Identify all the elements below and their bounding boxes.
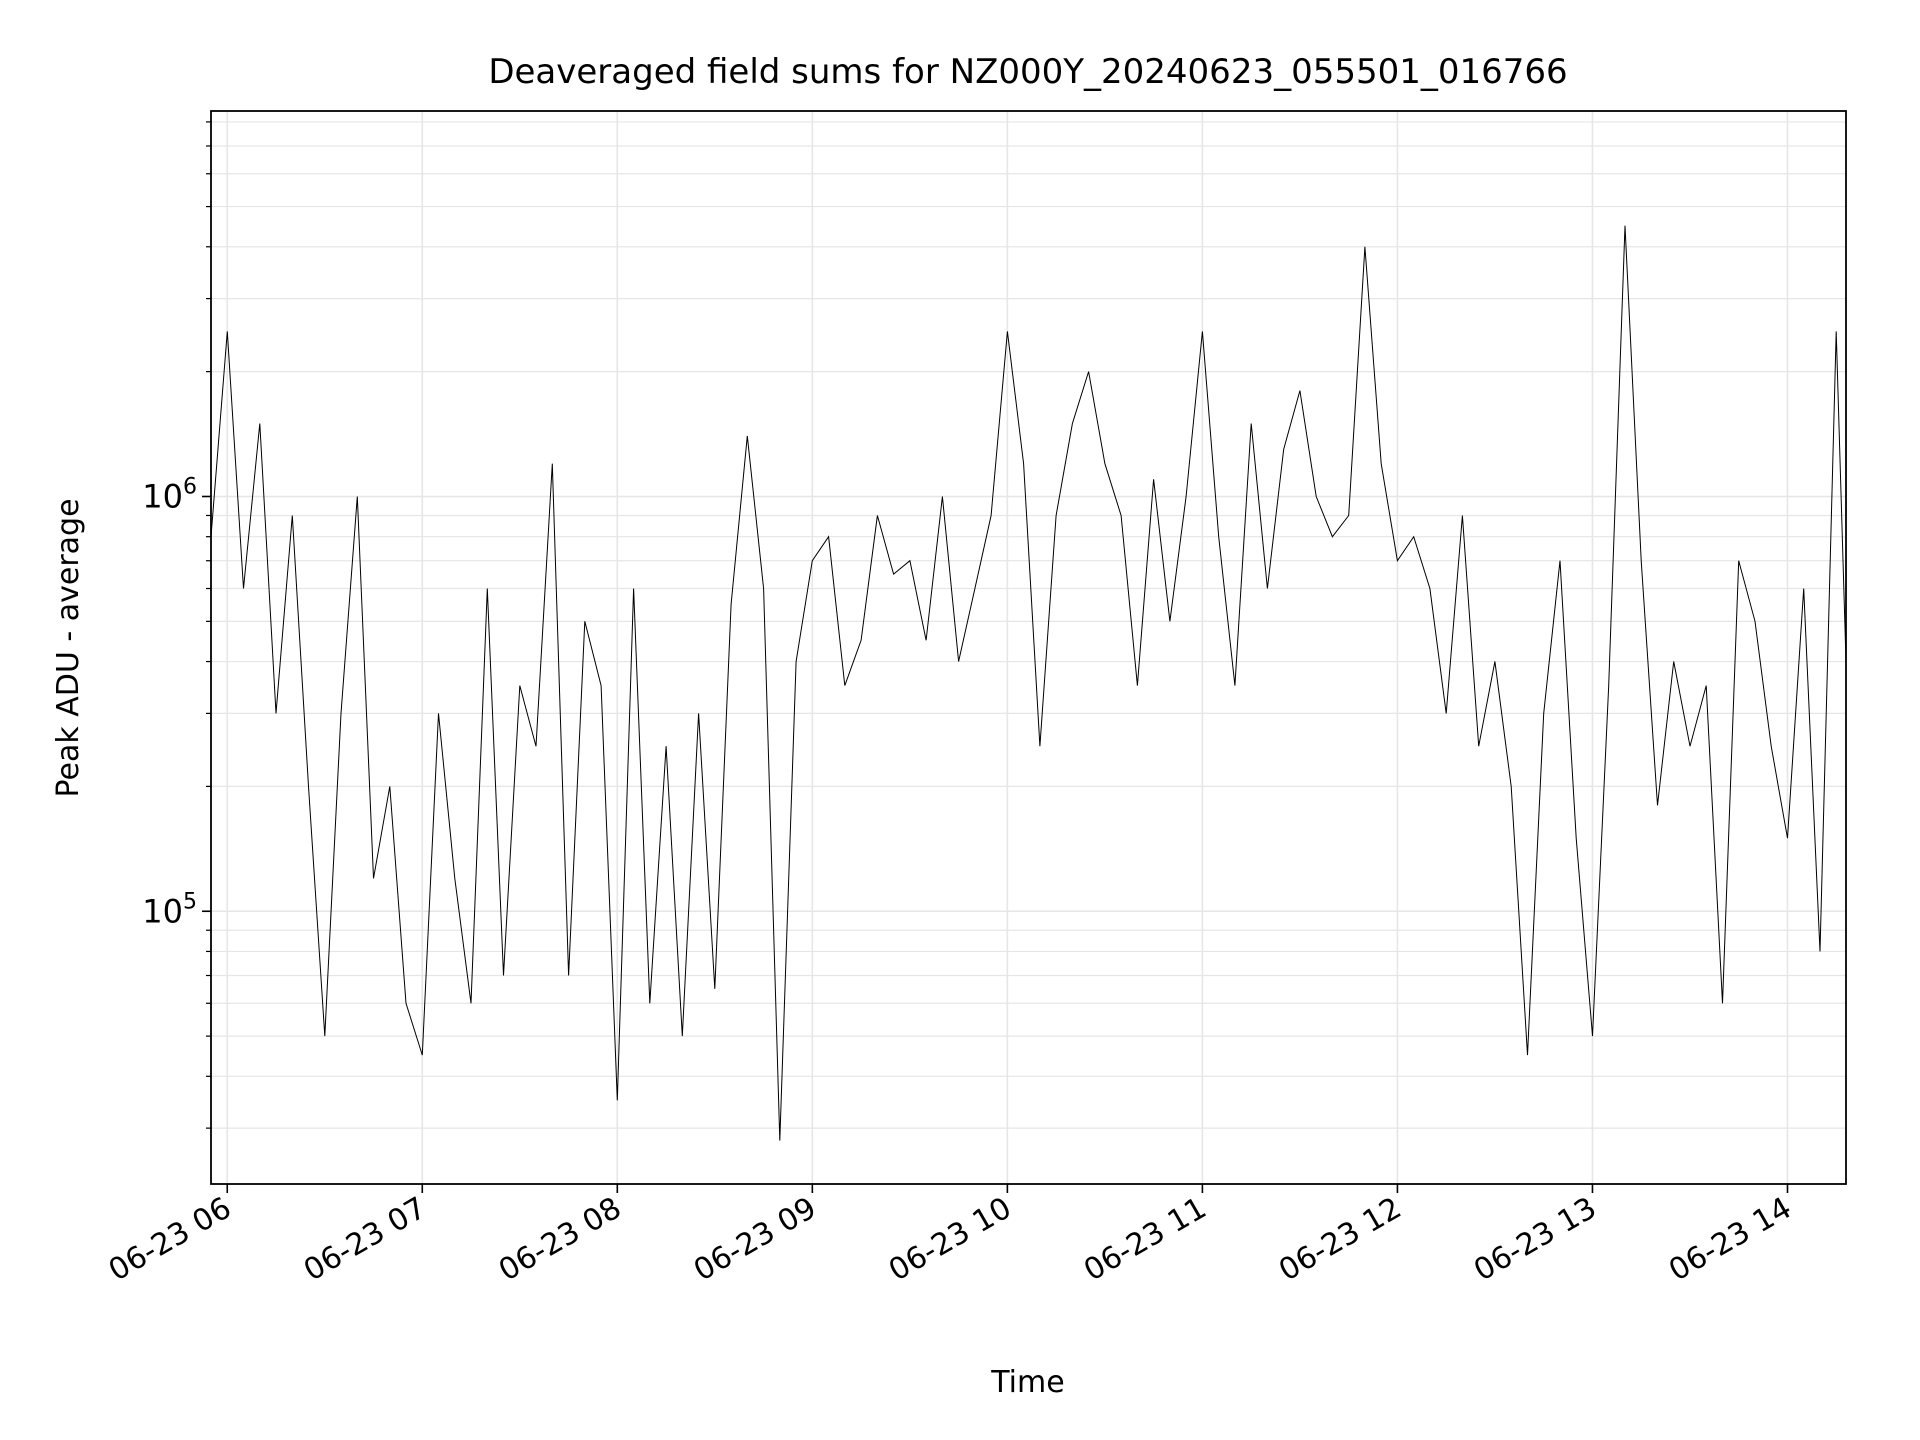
x-tick-label: 06-23 07 xyxy=(298,1191,432,1289)
x-axis-label: Time xyxy=(990,1365,1064,1400)
chart-title: Deaveraged field sums for NZ000Y_2024062… xyxy=(488,52,1567,92)
x-tick-label: 06-23 06 xyxy=(103,1191,237,1289)
series-line xyxy=(210,225,1847,1141)
x-tick-label: 06-23 10 xyxy=(883,1191,1017,1289)
y-axis-ticks: 105 106 xyxy=(142,121,211,1129)
x-tick-label: 06-23 09 xyxy=(688,1191,822,1289)
grid xyxy=(211,111,1846,1184)
x-tick-label: 06-23 12 xyxy=(1273,1191,1407,1289)
x-axis-ticks: 06-23 06 06-23 07 06-23 08 06-23 09 06-23 10… xyxy=(103,1184,1797,1289)
plot-frame xyxy=(210,110,1847,1185)
x-tick-label: 06-23 13 xyxy=(1468,1191,1602,1289)
x-tick-label: 06-23 08 xyxy=(493,1191,627,1289)
x-tick-label: 06-23 14 xyxy=(1663,1191,1797,1289)
y-tick-label: 106 xyxy=(142,474,197,515)
x-tick-label: 06-23 11 xyxy=(1078,1191,1212,1289)
y-tick-label: 105 xyxy=(142,889,197,930)
y-axis-label: Peak ADU - average xyxy=(51,498,86,797)
